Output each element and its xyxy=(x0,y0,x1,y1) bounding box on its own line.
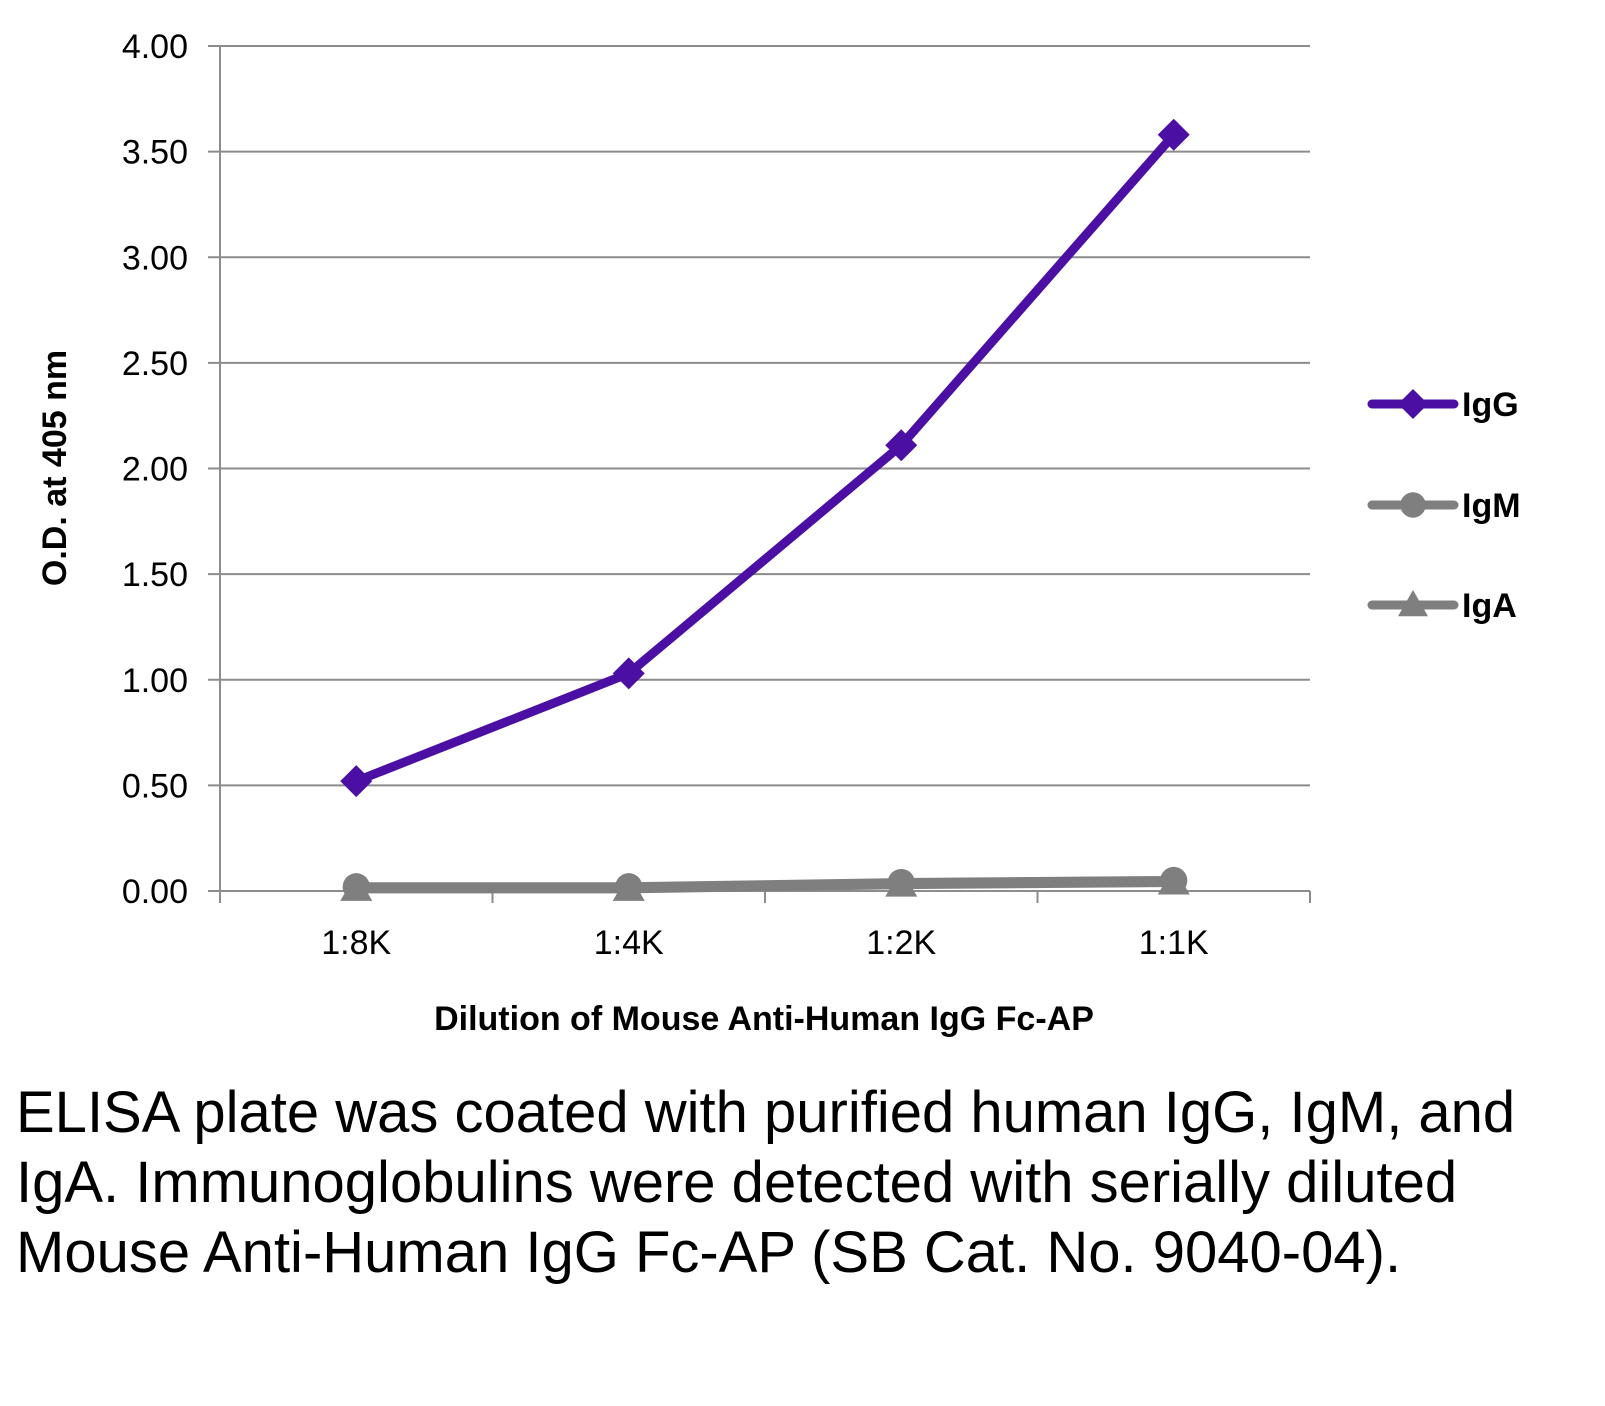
x-axis-ticks: 1:8K 1:4K 1:2K 1:1K xyxy=(219,891,1311,962)
x-tick-label: 1:8K xyxy=(321,924,391,962)
series-line-igm xyxy=(351,875,1179,892)
figure-caption: ELISA plate was coated with purified hum… xyxy=(16,1080,1516,1285)
legend-item-iga: IgA xyxy=(1367,587,1517,625)
y-tick-label: 3.50 xyxy=(122,134,188,172)
legend-label-iga: IgA xyxy=(1462,587,1517,625)
data-point-igm xyxy=(615,873,643,901)
legend-marker-igm xyxy=(1400,492,1426,518)
x-tick-label: 1:1K xyxy=(1139,924,1209,962)
y-tick-label: 4.00 xyxy=(122,28,188,66)
legend-marker-igg xyxy=(1398,389,1428,419)
data-point-igg xyxy=(1157,118,1190,151)
data-point-igg xyxy=(612,657,645,690)
y-axis-ticks: 0.00 0.50 1.00 1.50 2.00 2.50 3.00 3.50 4.00 xyxy=(122,28,220,911)
y-tick-label: 2.50 xyxy=(122,345,188,383)
series-igm xyxy=(342,866,1188,901)
data-point-igg xyxy=(340,765,373,798)
legend: IgG IgM IgA xyxy=(1367,386,1521,625)
series-igg xyxy=(340,118,1190,798)
x-tick-label: 1:4K xyxy=(594,924,664,962)
data-point-igm xyxy=(887,868,915,897)
y-tick-label: 3.00 xyxy=(122,239,188,277)
x-tick-label: 1:2K xyxy=(866,924,936,962)
series-layer xyxy=(340,118,1190,901)
y-tick-label: 0.50 xyxy=(122,767,188,805)
y-axis-title: O.D. at 405 nm xyxy=(36,350,74,586)
y-tick-label: 1.00 xyxy=(122,662,188,700)
legend-item-igg: IgG xyxy=(1367,386,1519,424)
legend-label-igg: IgG xyxy=(1462,386,1519,424)
gridlines xyxy=(220,45,1310,892)
data-point-igm xyxy=(1160,866,1188,895)
legend-item-igm: IgM xyxy=(1367,487,1521,525)
data-point-igg xyxy=(885,429,918,462)
legend-label-igm: IgM xyxy=(1462,487,1521,525)
data-point-igm xyxy=(342,873,370,901)
elisa-line-chart: 0.00 0.50 1.00 1.50 2.00 2.50 3.00 3.50 4.00 1:8… xyxy=(36,28,1521,1038)
y-tick-label: 2.00 xyxy=(122,451,188,489)
legend-marker-iga xyxy=(1398,590,1428,617)
y-tick-label: 0.00 xyxy=(122,873,188,911)
x-axis-title: Dilution of Mouse Anti-Human IgG Fc-AP xyxy=(434,1000,1094,1038)
series-line-igg xyxy=(351,130,1179,786)
y-tick-label: 1.50 xyxy=(122,556,188,594)
